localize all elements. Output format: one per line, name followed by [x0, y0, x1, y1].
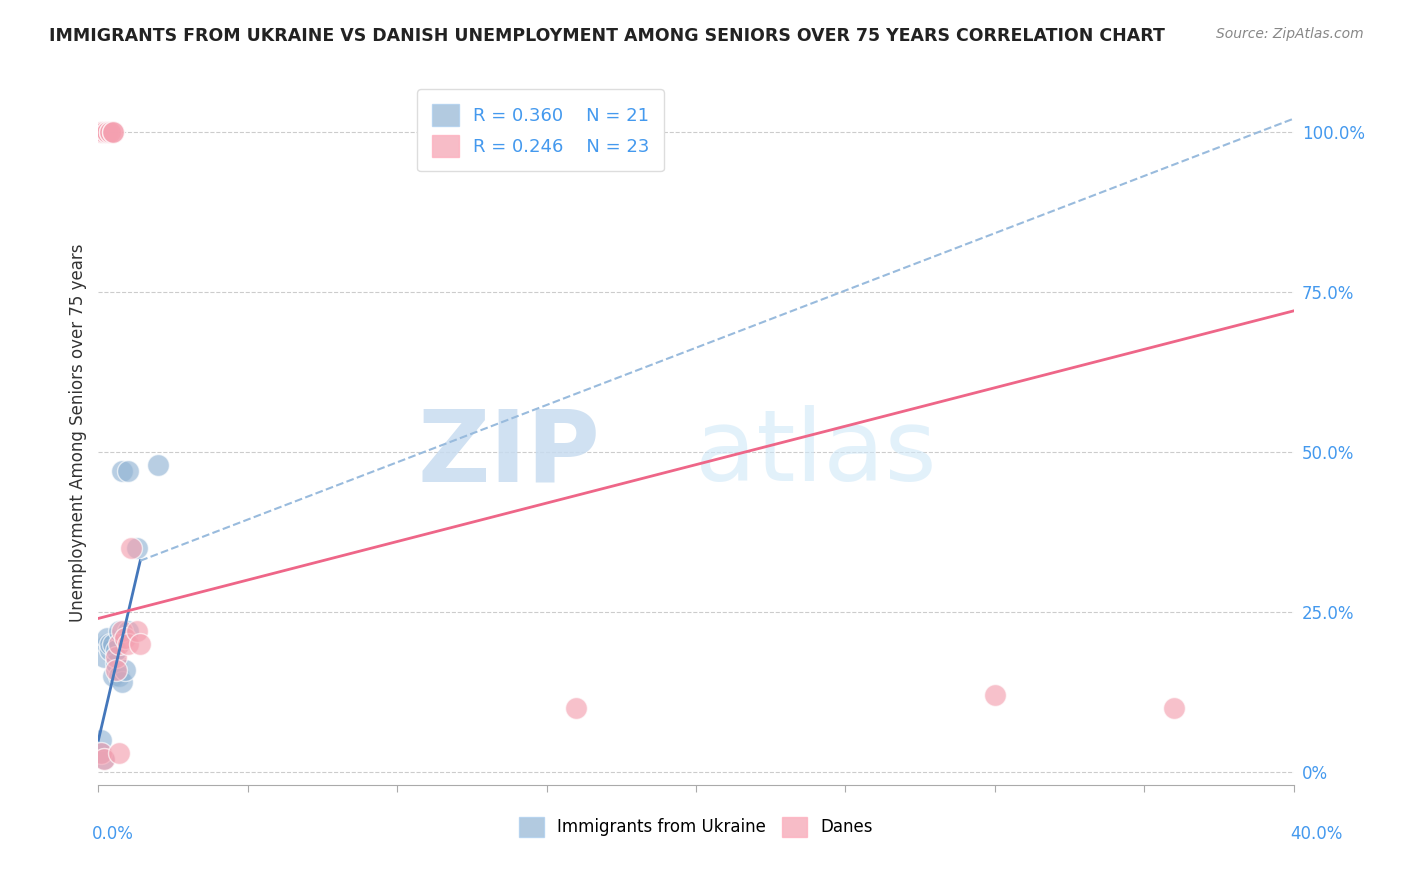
Text: Source: ZipAtlas.com: Source: ZipAtlas.com [1216, 27, 1364, 41]
Point [117, 624, 139, 639]
Legend: Immigrants from Ukraine, Danes: Immigrants from Ukraine, Danes [512, 810, 880, 844]
Point [108, 746, 131, 760]
Point [90, 746, 112, 760]
Point [96, 124, 118, 138]
Point [96, 124, 118, 138]
Point [111, 675, 134, 690]
Point [98, 124, 122, 138]
Point [96, 637, 118, 651]
Point [98, 637, 122, 651]
Text: ZIP: ZIP [418, 405, 600, 502]
Point [98, 643, 122, 657]
Point [103, 124, 125, 138]
Point [93, 649, 115, 664]
Point [117, 464, 139, 478]
Point [984, 688, 1007, 702]
Text: IMMIGRANTS FROM UKRAINE VS DANISH UNEMPLOYMENT AMONG SENIORS OVER 75 YEARS CORRE: IMMIGRANTS FROM UKRAINE VS DANISH UNEMPL… [49, 27, 1166, 45]
Text: atlas: atlas [695, 405, 936, 502]
Point [105, 643, 128, 657]
Point [111, 464, 134, 478]
Point [103, 669, 125, 683]
Point [90, 733, 112, 747]
Point [114, 631, 136, 645]
Point [93, 752, 115, 766]
Point [103, 637, 125, 651]
Point [120, 541, 142, 555]
Point [111, 624, 134, 639]
Point [103, 124, 125, 138]
Point [108, 637, 131, 651]
Point [127, 624, 149, 639]
Point [105, 657, 128, 671]
Y-axis label: Unemployment Among Seniors over 75 years: Unemployment Among Seniors over 75 years [69, 244, 87, 622]
Point [117, 637, 139, 651]
Text: 40.0%: 40.0% [1291, 825, 1343, 843]
Point [105, 663, 128, 677]
Point [148, 458, 170, 472]
Point [108, 624, 131, 639]
Point [93, 124, 115, 138]
Point [90, 746, 112, 760]
Point [108, 669, 131, 683]
Text: 0.0%: 0.0% [91, 825, 134, 843]
Point [105, 649, 128, 664]
Point [565, 701, 588, 715]
Point [114, 663, 136, 677]
Point [90, 124, 112, 138]
Point [98, 124, 122, 138]
Point [93, 752, 115, 766]
Point [96, 631, 118, 645]
Point [129, 637, 152, 651]
Point [1163, 701, 1185, 715]
Point [127, 541, 149, 555]
